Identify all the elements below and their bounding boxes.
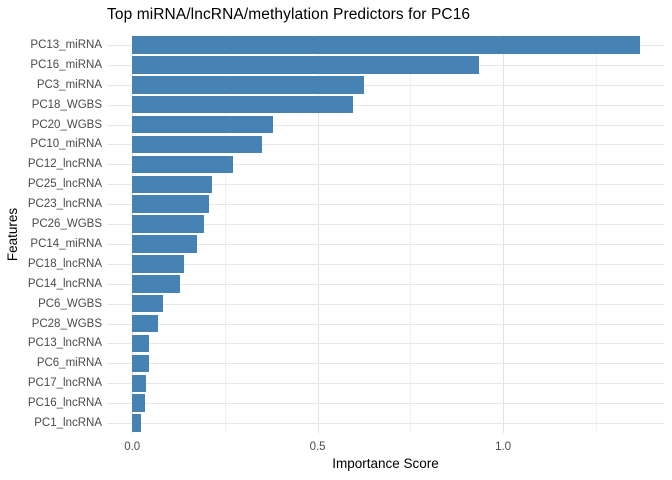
h-gridline	[107, 363, 664, 365]
y-tick-label: PC10_miRNA	[30, 138, 102, 151]
h-gridline	[107, 124, 664, 126]
y-tick-label: PC6_WGBS	[38, 297, 102, 310]
bar	[132, 76, 364, 94]
bar	[132, 354, 149, 373]
v-gridline-major	[317, 35, 319, 433]
y-tick-label: PC3_miRNA	[36, 78, 102, 91]
h-gridline	[107, 204, 664, 206]
y-tick-label: PC13_lncRNA	[27, 337, 102, 350]
y-tick-labels: PC13_miRNA PC16_miRNA PC3_miRNA PC18_WGBS PC…	[0, 35, 102, 433]
bar	[132, 294, 163, 313]
y-tick-label: PC25_lncRNA	[27, 178, 102, 191]
y-tick-label: PC18_lncRNA	[27, 257, 102, 270]
bar	[132, 414, 142, 432]
h-gridline	[107, 184, 664, 186]
y-tick-label: PC12_lncRNA	[27, 158, 102, 171]
bar	[132, 334, 150, 353]
bar	[132, 215, 205, 233]
h-gridline	[107, 104, 664, 106]
y-tick-label: PC14_lncRNA	[27, 277, 102, 290]
x-axis-title: Importance Score	[332, 456, 439, 471]
y-tick-label: PC13_miRNA	[30, 38, 102, 51]
h-gridline	[107, 283, 664, 285]
bar	[132, 255, 185, 273]
bar	[132, 135, 262, 154]
chart-title: Top miRNA/lncRNA/methylation Predictors …	[107, 6, 471, 23]
y-tick-label: PC6_miRNA	[36, 357, 102, 370]
y-tick-label: PC23_lncRNA	[27, 198, 102, 211]
panel	[107, 35, 664, 433]
v-gridline-minor	[410, 35, 412, 433]
h-gridline	[107, 243, 664, 245]
v-gridline-minor	[224, 35, 226, 433]
bar	[132, 175, 213, 193]
x-tick-label: 0.5	[309, 441, 326, 453]
y-tick-label: PC17_lncRNA	[27, 377, 102, 390]
h-gridline	[107, 164, 664, 166]
v-gridline-major	[503, 35, 505, 433]
h-gridline	[107, 383, 664, 385]
v-gridline-major	[132, 35, 134, 433]
h-gridline	[107, 144, 664, 146]
bar	[132, 155, 234, 174]
y-tick-label: PC16_miRNA	[30, 58, 102, 71]
h-gridline	[107, 323, 664, 325]
bar	[132, 374, 146, 392]
y-tick-label: PC14_miRNA	[30, 237, 102, 250]
bar	[132, 275, 180, 293]
bar	[132, 235, 198, 253]
y-tick-label: PC16_lncRNA	[27, 397, 102, 410]
bar	[132, 95, 353, 114]
h-gridline	[107, 224, 664, 225]
y-tick-label: PC28_WGBS	[31, 317, 102, 330]
v-gridline-minor	[595, 35, 597, 433]
x-tick-label: 1.0	[495, 441, 512, 453]
h-gridline	[107, 263, 664, 265]
x-tick-label: 0.0	[124, 441, 141, 453]
bar	[132, 394, 145, 412]
y-tick-label: PC1_lncRNA	[34, 417, 102, 429]
bar	[132, 195, 210, 213]
y-tick-label: PC18_WGBS	[31, 98, 102, 111]
h-gridline	[107, 403, 664, 405]
bar	[132, 36, 641, 54]
bar	[132, 56, 479, 74]
bar	[132, 314, 159, 333]
y-tick-label: PC26_WGBS	[31, 218, 102, 230]
h-gridline	[107, 84, 664, 86]
bar	[132, 115, 274, 134]
h-gridline	[107, 423, 664, 424]
y-tick-label: PC20_WGBS	[31, 118, 102, 131]
h-gridline	[107, 303, 664, 305]
h-gridline	[107, 343, 664, 345]
